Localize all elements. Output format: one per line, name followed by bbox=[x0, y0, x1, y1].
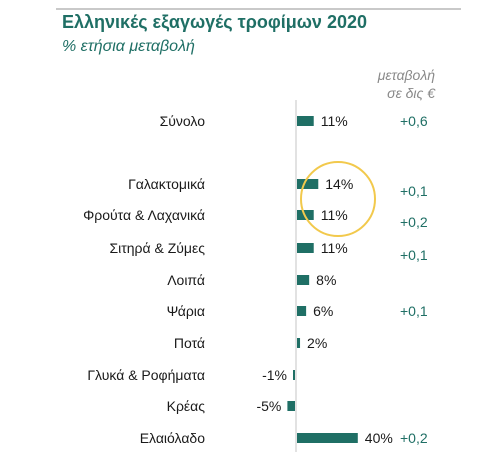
change-label-9: +0,2 bbox=[400, 430, 428, 446]
value-label-9: 40% bbox=[365, 430, 393, 446]
category-label-5: Ψάρια bbox=[167, 303, 205, 319]
bar-5 bbox=[297, 306, 307, 316]
value-label-5: 6% bbox=[313, 303, 333, 319]
bar-9 bbox=[297, 433, 358, 443]
category-label-7: Γλυκά & Ροφήματα bbox=[87, 367, 205, 383]
change-label-2: +0,2 bbox=[400, 214, 428, 230]
highlight-circle bbox=[300, 161, 376, 237]
value-label-0: 11% bbox=[321, 113, 348, 129]
bar-0 bbox=[297, 116, 314, 126]
change-header-line-2: σε δις € bbox=[387, 85, 435, 101]
bar-4 bbox=[297, 275, 310, 285]
change-label-5: +0,1 bbox=[400, 303, 428, 319]
bar-3 bbox=[297, 243, 314, 253]
category-label-3: Σιτηρά & Ζύμες bbox=[109, 240, 205, 256]
value-label-4: 8% bbox=[316, 272, 336, 288]
category-label-1: Γαλακτομικά bbox=[128, 176, 205, 192]
header-rule bbox=[56, 8, 461, 10]
bar-8 bbox=[287, 401, 295, 411]
category-label-2: Φρούτα & Λαχανικά bbox=[83, 207, 205, 223]
value-label-1: 14% bbox=[325, 176, 353, 192]
value-label-2: 11% bbox=[321, 207, 348, 223]
change-column-header: μεταβολή σε δις € bbox=[315, 66, 435, 102]
category-label-6: Ποτά bbox=[174, 335, 205, 351]
chart-subtitle: % ετήσια μεταβολή bbox=[62, 38, 195, 55]
bar-1 bbox=[297, 179, 319, 189]
value-label-3: 11% bbox=[321, 240, 348, 256]
change-label-0: +0,6 bbox=[400, 113, 428, 129]
category-label-0: Σύνολο bbox=[160, 113, 206, 129]
change-label-1: +0,1 bbox=[400, 183, 428, 199]
bar-6 bbox=[297, 338, 301, 348]
change-header-line-1: μεταβολή bbox=[377, 67, 435, 83]
chart-title: Ελληνικές εξαγωγές τροφίμων 2020 bbox=[62, 12, 367, 32]
value-label-6: 2% bbox=[307, 335, 327, 351]
value-label-8: -5% bbox=[256, 398, 281, 414]
value-label-7: -1% bbox=[262, 367, 287, 383]
category-label-8: Κρέας bbox=[167, 398, 206, 414]
change-label-3: +0,1 bbox=[400, 247, 428, 263]
category-label-4: Λοιπά bbox=[167, 272, 205, 288]
category-label-9: Ελαιόλαδο bbox=[140, 430, 206, 446]
bar-7 bbox=[293, 370, 295, 380]
